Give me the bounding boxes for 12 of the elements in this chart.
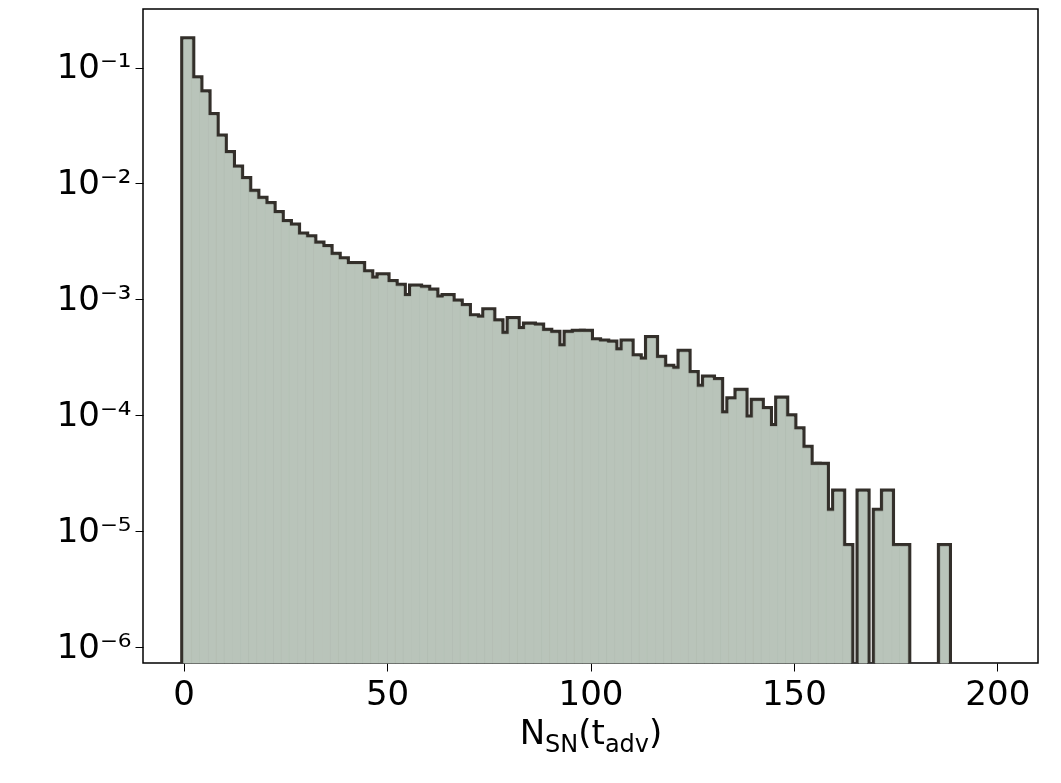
x-tick-label: 50 bbox=[365, 672, 410, 713]
y-tick-label: 10⁻² bbox=[56, 161, 132, 202]
x-tick-label: 200 bbox=[965, 672, 1031, 713]
x-axis-title: N$_{SN}$(t$_{adv}$) bbox=[518, 712, 664, 758]
y-tick-label: 10⁻⁵ bbox=[56, 509, 132, 550]
y-tick-label: 10⁻⁴ bbox=[56, 393, 132, 434]
x-tick-label: 150 bbox=[761, 672, 827, 713]
y-tick-label: 10⁻³ bbox=[56, 277, 132, 318]
y-tick-label: 10⁻⁶ bbox=[56, 625, 132, 666]
x-tick-label: 0 bbox=[173, 672, 195, 713]
x-tick-label: 100 bbox=[558, 672, 624, 713]
y-tick-label: 10⁻¹ bbox=[56, 46, 132, 87]
